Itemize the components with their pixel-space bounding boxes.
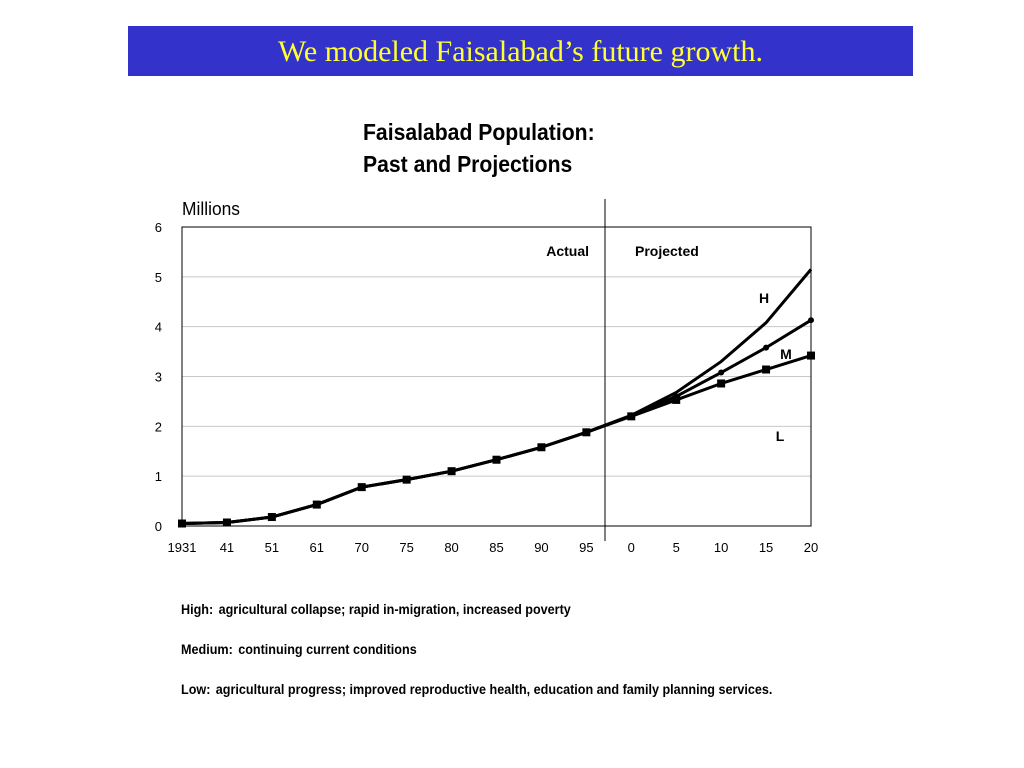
x-tick-label-1: 41	[220, 540, 234, 555]
x-tick-label-6: 80	[444, 540, 458, 555]
x-tick-label-4: 70	[354, 540, 368, 555]
plot-area-frame	[181, 226, 812, 527]
x-tick-label-14: 20	[804, 540, 818, 555]
point-L-9	[582, 428, 591, 437]
point-L-12	[717, 379, 726, 388]
y-axis-label: Millions	[182, 199, 240, 219]
x-tick-label-11: 5	[673, 540, 680, 555]
point-M-12	[718, 369, 725, 376]
chart-title: Faisalabad Population: Past and Projecti…	[363, 116, 595, 180]
series-line-H	[181, 268, 813, 526]
y-tick-label-1: 1	[155, 469, 162, 484]
y-tick-label-2: 2	[155, 419, 162, 434]
point-L-6	[447, 467, 456, 476]
point-L-0	[178, 519, 186, 528]
x-tick-label-2: 51	[265, 540, 279, 555]
x-tick-label-0: 1931	[168, 540, 197, 555]
x-tick-label-3: 61	[310, 540, 324, 555]
note-medium-label: Medium:	[181, 641, 233, 657]
x-tick-label-10: 0	[628, 540, 635, 555]
point-L-7	[492, 455, 501, 464]
note-low-text: agricultural progress; improved reproduc…	[215, 681, 773, 697]
point-L-13	[762, 365, 771, 374]
note-medium-text: continuing current conditions	[238, 641, 417, 657]
note-high: High: agricultural collapse; rapid in-mig…	[181, 601, 571, 617]
point-M-14	[808, 317, 814, 324]
note-high-label: High:	[181, 601, 214, 617]
note-medium: Medium: continuing current conditions	[181, 641, 417, 657]
point-L-11	[672, 395, 681, 404]
y-tick-label-0: 0	[155, 519, 162, 534]
y-tick-label-4: 4	[155, 320, 162, 335]
series-label-L: L	[776, 428, 785, 444]
chart-title-line-1: Faisalabad Population:	[363, 119, 595, 145]
slide-title-banner: We modeled Faisalabad’s future growth.	[128, 26, 913, 76]
y-tick-label-5: 5	[155, 270, 162, 285]
point-L-5	[402, 475, 411, 484]
y-tick-label-6: 6	[155, 220, 162, 235]
x-tick-label-7: 85	[489, 540, 503, 555]
y-tick-label-3: 3	[155, 370, 162, 385]
x-tick-label-8: 90	[534, 540, 548, 555]
note-high-text: agricultural collapse; rapid in-migratio…	[218, 601, 571, 617]
note-low: Low: agricultural progress; improved repr…	[181, 681, 772, 697]
series-label-M: M	[780, 346, 792, 362]
point-L-8	[537, 443, 546, 452]
point-L-4	[357, 483, 366, 492]
x-tick-label-12: 10	[714, 540, 728, 555]
point-M-13	[763, 344, 770, 351]
note-low-label: Low:	[181, 681, 211, 697]
series-line-L	[181, 354, 812, 526]
point-L-1	[222, 518, 231, 527]
x-tick-label-9: 95	[579, 540, 593, 555]
x-tick-label-5: 75	[399, 540, 413, 555]
point-L-2	[267, 513, 276, 522]
series-label-H: H	[759, 290, 769, 306]
point-L-3	[312, 500, 321, 509]
chart-title-line-2: Past and Projections	[363, 151, 573, 177]
series-line-M	[181, 318, 812, 526]
region-label-projected: Projected	[635, 243, 699, 259]
point-L-10	[627, 412, 636, 421]
slide-title: We modeled Faisalabad’s future growth.	[278, 35, 763, 68]
x-tick-label-13: 15	[759, 540, 773, 555]
region-label-actual: Actual	[546, 243, 589, 259]
point-L-14	[807, 351, 815, 360]
